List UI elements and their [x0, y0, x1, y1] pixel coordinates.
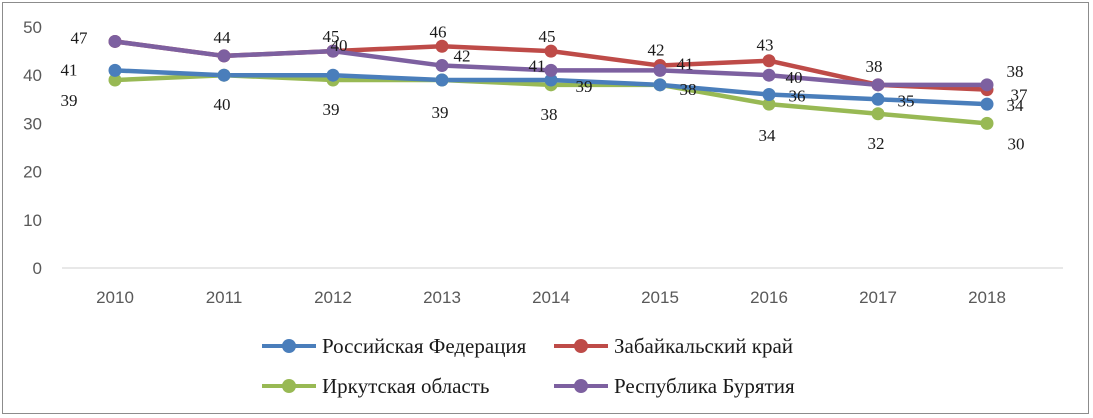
x-tick-label: 2015 — [641, 288, 679, 307]
data-label: 35 — [898, 91, 915, 110]
data-label: 38 — [680, 80, 697, 99]
x-tick-label: 2013 — [423, 288, 461, 307]
y-tick-label: 50 — [23, 18, 42, 37]
data-point — [435, 73, 449, 87]
legend-label: Республика Бурятия — [614, 373, 795, 398]
data-label: 42 — [648, 41, 665, 60]
data-label: 43 — [757, 36, 774, 55]
data-point — [871, 107, 885, 121]
data-point — [980, 97, 994, 111]
data-label: 45 — [323, 27, 340, 46]
data-point — [217, 49, 231, 63]
data-point — [544, 73, 558, 87]
data-point — [217, 68, 231, 82]
legend-item-buryatia: Республика Бурятия — [554, 372, 795, 400]
data-label: 38 — [866, 57, 883, 76]
data-label: 41 — [61, 60, 78, 79]
data-point — [544, 63, 558, 77]
y-tick-label: 40 — [23, 66, 42, 85]
data-point — [653, 78, 667, 92]
data-label: 36 — [789, 86, 806, 105]
data-label: 40 — [214, 95, 231, 114]
data-label: 39 — [323, 100, 340, 119]
y-tick-label: 30 — [23, 114, 42, 133]
data-label: 45 — [539, 27, 556, 46]
data-label: 42 — [454, 47, 471, 66]
data-label: 37 — [1011, 86, 1029, 105]
y-tick-label: 0 — [33, 259, 42, 278]
legend-marker-icon — [262, 372, 316, 400]
data-point — [762, 68, 776, 82]
data-point — [108, 63, 122, 77]
data-point — [108, 73, 122, 87]
data-label: 38 — [541, 105, 558, 124]
data-label: 40 — [786, 68, 803, 87]
legend-item-russia: Российская Федерация — [262, 332, 526, 360]
data-label: 47 — [71, 28, 89, 47]
data-label: 32 — [868, 134, 885, 153]
legend-marker-icon — [554, 332, 608, 360]
data-point — [653, 63, 667, 77]
data-label: 39 — [432, 103, 449, 122]
legend-label: Российская Федерация — [322, 333, 527, 358]
x-tick-label: 2018 — [968, 288, 1006, 307]
legend-label: Забайкальский край — [614, 333, 794, 358]
data-point — [435, 59, 449, 73]
data-point — [871, 78, 885, 92]
data-label: 41 — [677, 54, 694, 73]
x-tick-label: 2011 — [206, 288, 243, 307]
data-point — [762, 54, 776, 68]
legend-item-irkutsk: Иркутская область — [262, 372, 489, 400]
data-label: 41 — [529, 56, 546, 75]
data-point — [108, 34, 122, 48]
legend-marker-icon — [554, 372, 608, 400]
data-label: 40 — [331, 36, 348, 55]
legend-item-zabaikalsky: Забайкальский край — [554, 332, 793, 360]
data-point — [980, 116, 994, 130]
legend-marker-icon — [262, 332, 316, 360]
data-label: 34 — [759, 126, 777, 145]
y-tick-label: 10 — [23, 211, 42, 230]
data-label: 44 — [214, 28, 232, 47]
chart-legend: Российская Федерация Забайкальский край … — [0, 330, 1093, 410]
data-label: 30 — [1008, 134, 1025, 153]
data-point — [762, 97, 776, 111]
data-point — [762, 87, 776, 101]
data-point — [435, 39, 449, 53]
x-tick-label: 2014 — [532, 288, 570, 307]
y-tick-label: 20 — [23, 163, 42, 182]
data-point — [871, 92, 885, 106]
data-label: 34 — [1007, 96, 1025, 115]
x-tick-label: 2017 — [859, 288, 897, 307]
data-point — [326, 68, 340, 82]
data-point — [544, 44, 558, 58]
data-label: 38 — [1007, 62, 1024, 81]
x-tick-label: 2012 — [314, 288, 352, 307]
data-point — [980, 78, 994, 92]
data-label: 39 — [61, 91, 78, 110]
x-tick-label: 2010 — [96, 288, 134, 307]
data-point — [326, 44, 340, 58]
legend-label: Иркутская область — [322, 373, 490, 398]
data-label: 39 — [576, 77, 593, 96]
data-label: 46 — [430, 22, 447, 41]
x-tick-label: 2016 — [750, 288, 788, 307]
